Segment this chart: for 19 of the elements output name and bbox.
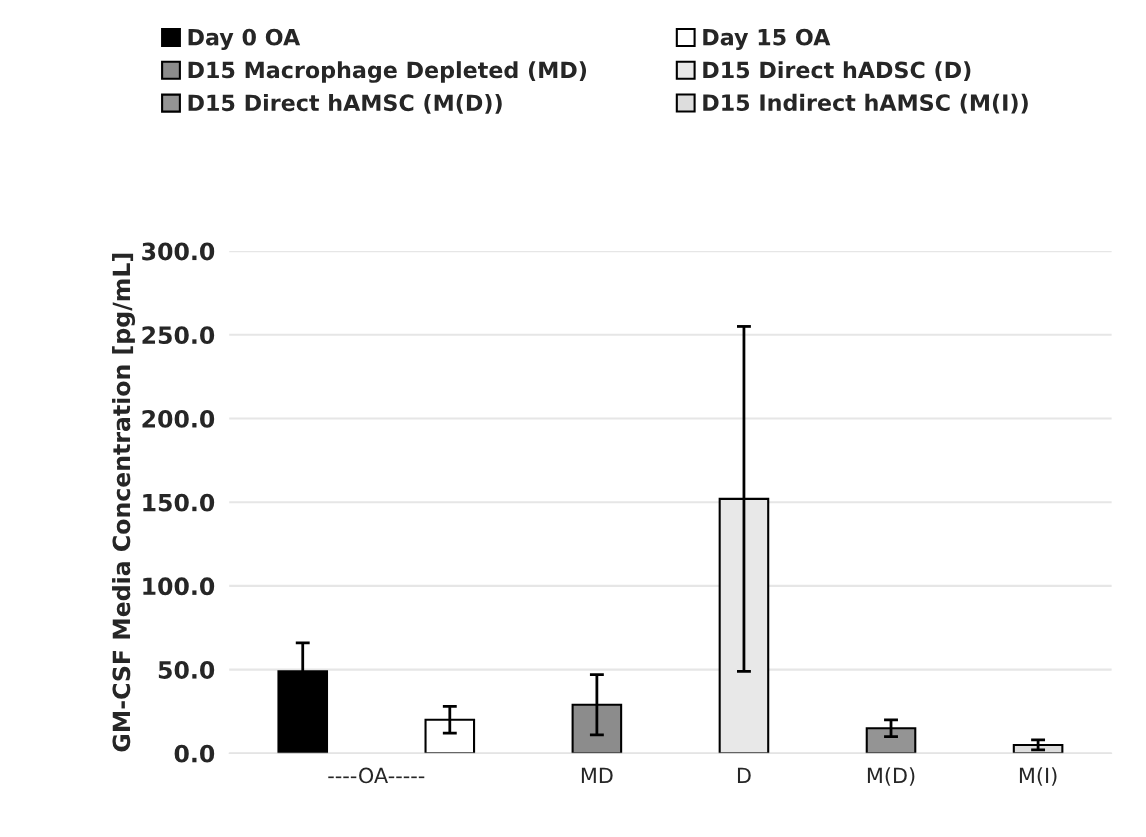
y-tick-label: 100.0 <box>143 577 215 596</box>
y-tick-label: 50.0 <box>158 661 215 679</box>
legend-label: D15 Indirect hAMSC (M(I)) <box>703 93 1028 114</box>
legend-label: Day 0 OA <box>188 28 301 51</box>
x-tick-label: MD <box>581 767 613 784</box>
x-tick-label: D <box>737 767 751 784</box>
x-tick-label: M(D) <box>867 767 915 786</box>
y-tick-label: 150.0 <box>143 493 215 512</box>
x-tick-label: ----OA----- <box>328 767 425 784</box>
legend-label: D15 Direct hAMSC (M(D)) <box>188 93 502 114</box>
legend-label: Day 15 OA <box>703 28 831 51</box>
y-tick-label: 200.0 <box>142 409 215 428</box>
y-tick-label: 250.0 <box>142 326 215 345</box>
legend-label: D15 Direct hADSC (D) <box>703 61 971 81</box>
y-tick-label: 0.0 <box>174 744 215 763</box>
y-axis-title: GM-CSF Media Concentration [pg/mL] <box>112 253 136 752</box>
y-tick-label: 300.0 <box>142 242 215 261</box>
x-tick-label: M(I) <box>1019 767 1057 786</box>
legend-label: D15 Macrophage Depleted (MD) <box>188 61 587 83</box>
